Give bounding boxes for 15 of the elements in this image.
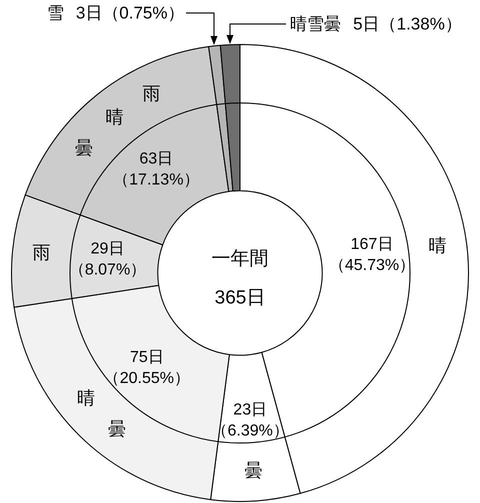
- slice-label: 雨: [32, 242, 51, 262]
- data-label: 3日（0.75%）: [76, 4, 184, 23]
- data-label: 5日（1.38%）: [353, 14, 462, 34]
- data-label: 167日（45.73%）: [328, 236, 416, 274]
- slice-label: 晴雪曇: [290, 14, 342, 34]
- text: 一年間: [212, 248, 268, 270]
- slice-label: 晴曇: [76, 388, 126, 439]
- data-label: 63日（17.13%）: [113, 150, 200, 188]
- data-label: 75日（20.55%）: [104, 349, 190, 388]
- data-label: 29日（8.07%）: [68, 240, 146, 279]
- slice-label: 晴: [428, 235, 446, 256]
- text: 365日: [214, 288, 266, 309]
- slice-label: 雪: [46, 4, 64, 23]
- slice-label: 曇: [244, 460, 263, 481]
- data-label: 23日（6.39%）: [211, 402, 289, 440]
